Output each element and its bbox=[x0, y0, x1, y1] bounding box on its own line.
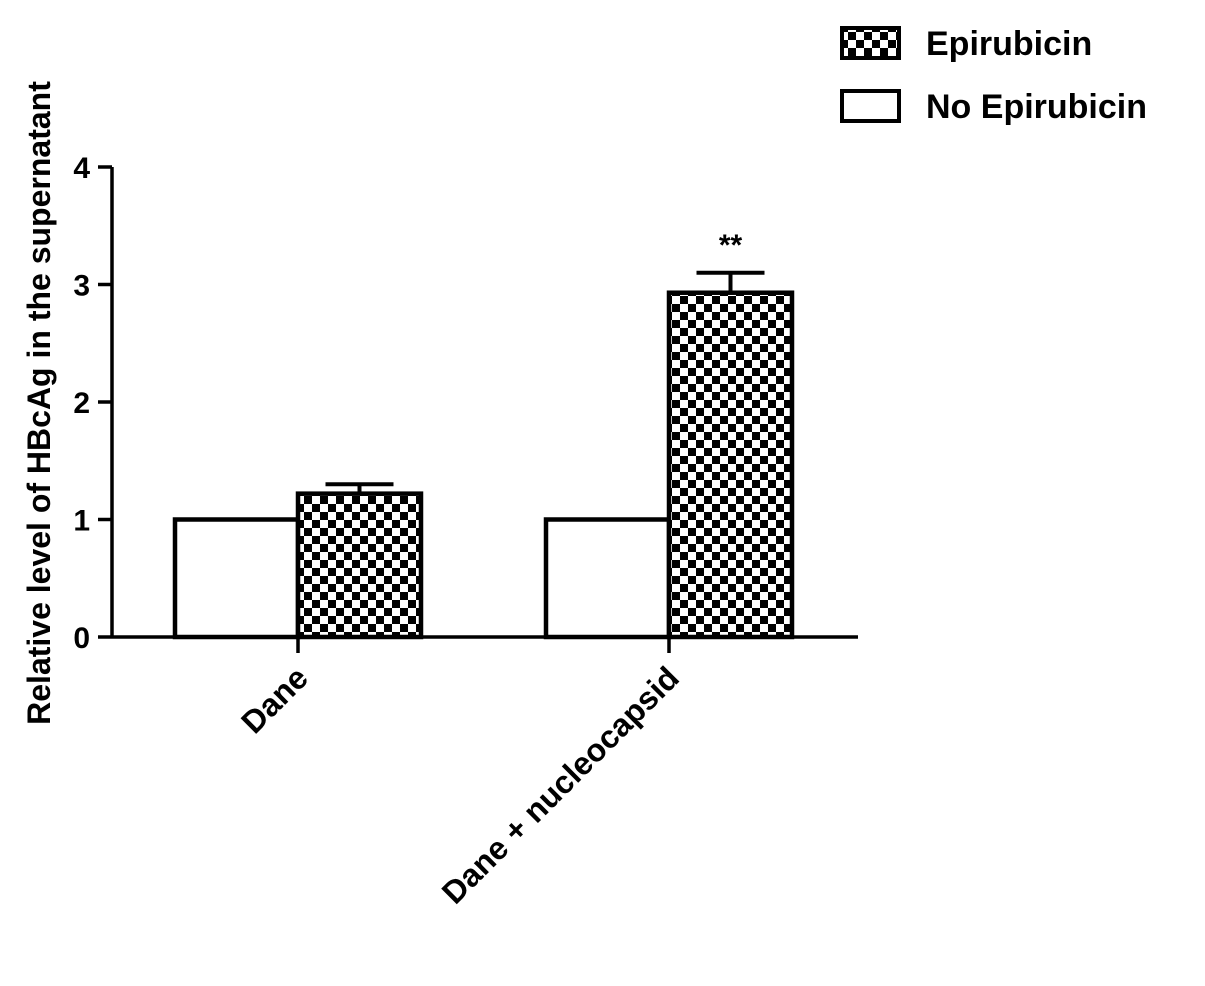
y-tick-label: 1 bbox=[73, 505, 90, 538]
legend-label-no-epirubicin: No Epirubicin bbox=[926, 88, 1147, 126]
y-axis: 0 1 2 3 4 Relative level of HBcAg in the sup… bbox=[21, 81, 114, 725]
x-tick-label: Dane + nucleocapsid bbox=[435, 659, 686, 910]
y-tick-label: 3 bbox=[73, 270, 90, 303]
x-axis: Dane Dane + nucleocapsid bbox=[112, 635, 858, 911]
bar-epirubicin-1 bbox=[295, 491, 424, 640]
legend-swatch-epirubicin bbox=[840, 26, 901, 60]
bar-no-epirubicin-1 bbox=[172, 517, 301, 640]
bars: ** bbox=[172, 229, 795, 640]
y-ticks: 0 1 2 3 4 bbox=[73, 152, 112, 655]
significance-label: ** bbox=[719, 229, 743, 262]
y-tick-label: 0 bbox=[73, 622, 90, 655]
legend-item-epirubicin: Epirubicin bbox=[840, 25, 1092, 63]
legend-item-no-epirubicin: No Epirubicin bbox=[840, 88, 1147, 126]
legend: Epirubicin No Epirubicin bbox=[840, 25, 1147, 126]
bar-no-epirubicin-2 bbox=[543, 517, 672, 640]
y-tick-label: 2 bbox=[73, 387, 90, 420]
x-ticks: Dane Dane + nucleocapsid bbox=[234, 637, 686, 911]
y-axis-label: Relative level of HBcAg in the supernata… bbox=[21, 81, 57, 725]
y-tick-label: 4 bbox=[73, 152, 90, 185]
bar-epirubicin-2 bbox=[666, 290, 795, 640]
legend-label-epirubicin: Epirubicin bbox=[926, 25, 1092, 63]
legend-swatch-no-epirubicin bbox=[840, 89, 901, 123]
x-tick-label: Dane bbox=[234, 659, 315, 740]
